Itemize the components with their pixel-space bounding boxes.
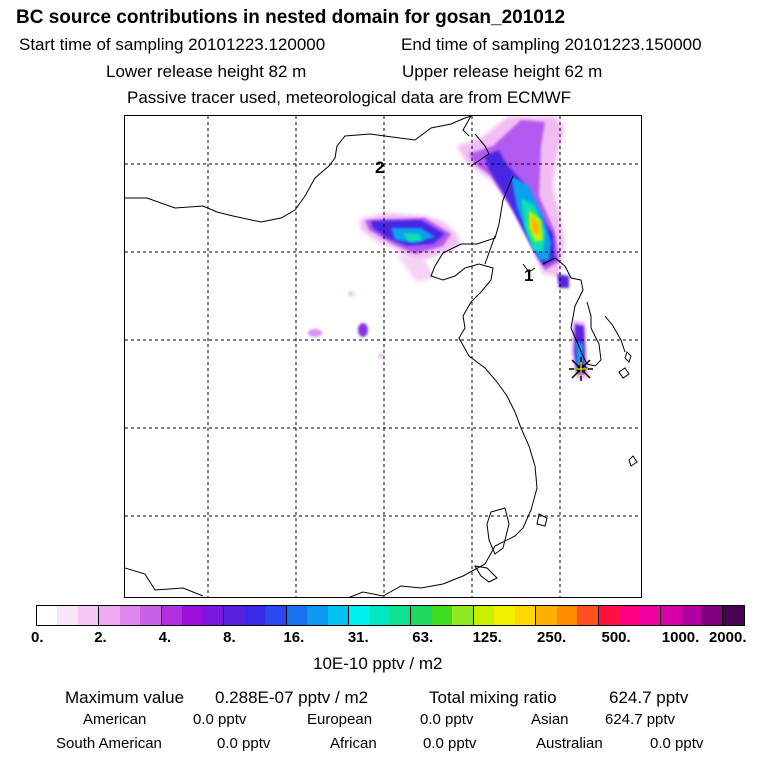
start-time-label: Start time of sampling 20101223.120000: [19, 35, 326, 54]
total-mixing-label: Total mixing ratio: [429, 688, 557, 707]
colorbar-segment: [140, 606, 161, 625]
plume-manchuria: [457, 116, 569, 288]
end-time-label: End time of sampling 20101223.150000: [401, 35, 702, 54]
colorbar-segment: [202, 606, 224, 625]
colorbar-segment: [722, 606, 744, 625]
colorbar-segment: [410, 606, 432, 625]
colorbar-segment: [244, 606, 266, 625]
colorbar-segment: [57, 606, 78, 625]
max-value: 0.288E-07 pptv / m2: [215, 688, 369, 707]
colorbar-segment: [285, 606, 308, 625]
colorbar-segment: [577, 606, 598, 625]
colorbar-segment: [494, 606, 515, 625]
colorbar-segment: [452, 606, 473, 625]
region-value-australian: 0.0 pptv: [650, 735, 704, 752]
colorbar-segment: [98, 606, 120, 625]
colorbar-segment: [327, 606, 349, 625]
trajectory-label-1: 1: [524, 266, 533, 285]
map-title: BC source contributions in nested domain…: [16, 7, 566, 28]
plume-central-china: [360, 213, 460, 282]
colorbar-segment: [660, 606, 682, 625]
region-name-african: African: [330, 735, 377, 752]
colorbar-segment: [597, 606, 620, 625]
colorbar-tick-label: 2.: [94, 629, 107, 646]
colorbar: [36, 605, 745, 626]
colorbar-segment: [77, 606, 99, 625]
colorbar-segment: [639, 606, 661, 625]
colorbar-segment: [514, 606, 536, 625]
colorbar-segment: [160, 606, 183, 625]
colorbar-segment: [119, 606, 141, 625]
map-panel: 2 1: [124, 115, 642, 598]
region-name-european: European: [307, 711, 373, 728]
lower-release-label: Lower release height 82 m: [106, 62, 307, 81]
receptor-star-icon: [569, 357, 593, 381]
colorbar-unit: 10E-10 pptv / m2: [313, 654, 443, 673]
colorbar-segment: [431, 606, 453, 625]
region-name-american: American: [83, 711, 147, 728]
colorbar-tick-label: 500.: [601, 629, 631, 646]
max-value-label: Maximum value: [65, 688, 185, 707]
region-value-european: 0.0 pptv: [420, 711, 474, 728]
colorbar-tick-label: 2000.: [708, 629, 747, 646]
colorbar-tick-label: 4.: [158, 629, 172, 646]
colorbar-tick-label: 63.: [412, 629, 434, 646]
colorbar-segment: [307, 606, 328, 625]
grid-lines: [125, 116, 641, 597]
region-value-asian: 624.7 pptv: [605, 711, 676, 728]
colorbar-tick-label: 125.: [472, 629, 502, 646]
map-canvas: 2 1: [125, 116, 641, 597]
colorbar-segment: [702, 606, 723, 625]
region-value-american: 0.0 pptv: [193, 711, 247, 728]
region-name-australian: Australian: [536, 735, 603, 752]
total-mixing-value: 624.7 pptv: [609, 688, 689, 707]
colorbar-segment: [182, 606, 203, 625]
region-name-south-american: South American: [56, 735, 162, 752]
colorbar-segment: [535, 606, 557, 625]
colorbar-tick-label: 16.: [283, 629, 305, 646]
colorbar-tick-label: 250.: [537, 629, 567, 646]
region-name-asian: Asian: [531, 711, 569, 728]
colorbar-segment: [265, 606, 286, 625]
colorbar-segment: [681, 606, 702, 625]
colorbar-segment: [389, 606, 411, 625]
colorbar-tick-label: 0.: [30, 629, 44, 646]
colorbar-tick-label: 31.: [347, 629, 369, 646]
region-value-south-american: 0.0 pptv: [217, 735, 271, 752]
colorbar-segment: [348, 606, 370, 625]
tracer-note: Passive tracer used, meteorological data…: [127, 88, 572, 107]
plume-specks: [308, 291, 384, 359]
colorbar-tick-label: 8.: [223, 629, 236, 646]
colorbar-segment: [556, 606, 578, 625]
colorbar-tick-label: 1000.: [661, 629, 700, 646]
region-value-african: 0.0 pptv: [423, 735, 477, 752]
colorbar-segment: [472, 606, 495, 625]
upper-release-label: Upper release height 62 m: [402, 62, 603, 81]
colorbar-segment: [369, 606, 390, 625]
colorbar-segment: [223, 606, 245, 625]
trajectory-label-2: 2: [375, 158, 384, 177]
colorbar-segment: [37, 606, 58, 625]
colorbar-segment: [619, 606, 640, 625]
